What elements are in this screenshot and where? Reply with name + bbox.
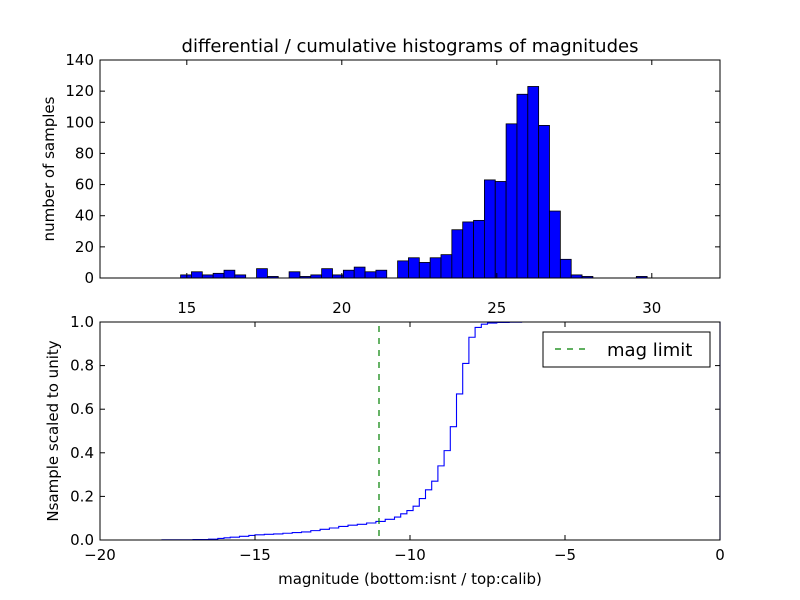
- histogram-bar: [505, 123, 518, 279]
- x-tick-label-top: 30: [642, 299, 661, 317]
- y-tick-label-top: 20: [75, 238, 94, 256]
- histogram-bar: [223, 269, 236, 279]
- histogram-bar: [538, 125, 550, 279]
- histogram-bars: [180, 86, 648, 279]
- y-tick-label-bottom: 0.0: [70, 531, 94, 549]
- x-tick-label-bottom: 0: [715, 546, 725, 564]
- x-tick-label-bottom: −15: [239, 546, 271, 564]
- y-tick-label-top: 60: [75, 176, 94, 194]
- y-axis-label-top: number of samples: [40, 96, 58, 241]
- x-tick-label-top: 25: [487, 299, 506, 317]
- y-tick-label-top: 80: [75, 144, 94, 162]
- histogram-bar: [342, 269, 355, 279]
- histogram-panel: differential / cumulative histograms of …: [40, 36, 721, 317]
- histogram-bar: [353, 266, 366, 279]
- histogram-bar: [429, 257, 442, 279]
- histogram-bar: [212, 272, 225, 279]
- chart-title: differential / cumulative histograms of …: [182, 36, 639, 57]
- histogram-bar: [451, 229, 464, 279]
- y-tick-label-top: 140: [65, 51, 94, 69]
- histogram-frame: [99, 59, 721, 279]
- histogram-bar: [397, 260, 409, 279]
- y-tick-label-top: 40: [75, 207, 94, 225]
- y-tick-label-top: 120: [65, 82, 94, 100]
- histogram-bar: [527, 86, 540, 279]
- histogram-bar: [375, 269, 388, 279]
- x-tick-label-top: 15: [177, 299, 196, 317]
- y-tick-label-top: 100: [65, 113, 94, 131]
- histogram-bar: [364, 271, 377, 279]
- cumulative-step-line: [100, 321, 721, 541]
- histogram-bar: [321, 268, 333, 279]
- x-tick-label-bottom: −5: [554, 546, 576, 564]
- cumulative-frame: [99, 321, 721, 541]
- histogram-bar: [256, 268, 268, 279]
- y-tick-label-top: 0: [84, 269, 94, 287]
- y-tick-label-bottom: 1.0: [70, 313, 94, 331]
- histogram-bar: [473, 219, 485, 279]
- legend-label-mag-limit: mag limit: [607, 340, 692, 361]
- cumulative-ticks: 0.0 0.2 0.4 0.6 0.8 1.0 −20 −15 −10 −5 0: [70, 313, 725, 564]
- histogram-bar: [440, 254, 453, 279]
- y-tick-label-bottom: 0.2: [70, 487, 94, 505]
- x-tick-label-bottom: −20: [84, 546, 116, 564]
- x-tick-label-top: 20: [332, 299, 351, 317]
- x-axis-label-bottom: magnitude (bottom:isnt / top:calib): [278, 570, 542, 588]
- histogram-bar: [462, 221, 474, 279]
- histogram-bar: [559, 258, 572, 279]
- histogram-bar: [483, 179, 496, 279]
- legend: mag limit: [542, 331, 711, 368]
- histogram-bar: [516, 93, 529, 279]
- y-tick-label-bottom: 0.8: [70, 357, 94, 375]
- histogram-ticks: 0 20 40 60 80 100 120 140 15 20 25 30: [65, 51, 720, 317]
- y-tick-label-bottom: 0.4: [70, 444, 94, 462]
- y-tick-label-bottom: 0.6: [70, 400, 94, 418]
- cumulative-lines: [100, 321, 721, 541]
- histogram-bar: [494, 181, 507, 279]
- histogram-bar: [191, 271, 203, 279]
- x-tick-label-bottom: −10: [394, 546, 426, 564]
- histogram-bar: [549, 210, 561, 279]
- histogram-bar: [418, 262, 431, 279]
- y-axis-label-bottom: Nsample scaled to unity: [44, 340, 62, 521]
- histogram-bar: [288, 271, 301, 279]
- cumulative-panel: Nsample scaled to unity magnitude (botto…: [44, 313, 725, 588]
- histogram-bar: [408, 257, 420, 279]
